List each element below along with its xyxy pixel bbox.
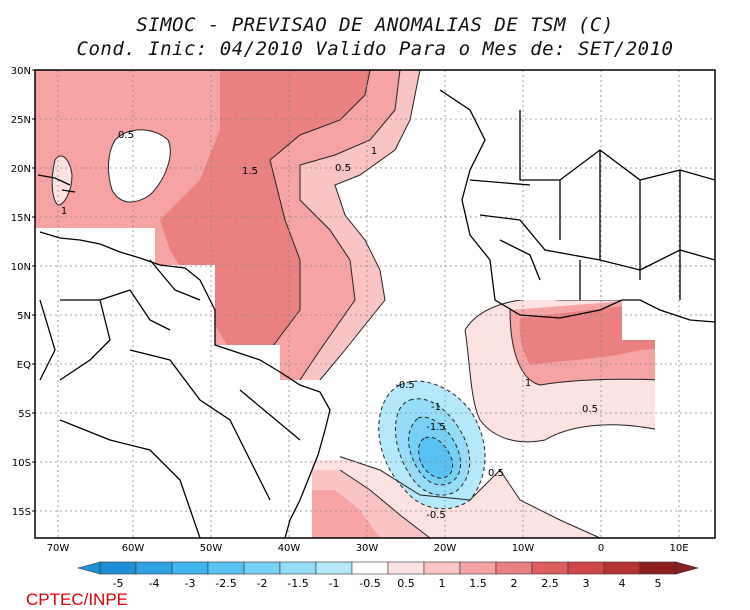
colorbar-swatch <box>99 561 137 575</box>
lat-label: 10S <box>12 458 31 469</box>
lon-label: 50W <box>200 543 223 554</box>
caribbean-islands <box>37 174 76 193</box>
cold-anomaly-2 <box>418 437 453 479</box>
warm-pocket-white <box>108 129 171 202</box>
colorbar-label: -5 <box>113 577 124 590</box>
contour-line <box>339 469 431 538</box>
lon-label: 10E <box>669 543 688 554</box>
contour-label: 1 <box>61 206 67 217</box>
colorbar-label: 4 <box>619 577 626 590</box>
colorbar-swatch <box>603 561 641 575</box>
colorbar-swatch <box>495 561 533 575</box>
contour-label: 0.5 <box>488 468 504 479</box>
contour-label: 0.5 <box>582 404 598 415</box>
map-title: SIMOC - PREVISAO DE ANOMALIAS DE TSM (C) <box>136 14 614 36</box>
south-warm-core2 <box>300 490 380 538</box>
lat-label: 15N <box>11 213 31 224</box>
africa-land <box>430 70 715 538</box>
colorbar-label: -1 <box>329 577 340 590</box>
colorbar-label: 3 <box>583 577 590 590</box>
contour-line <box>269 70 371 351</box>
lat-label: 10N <box>11 262 31 273</box>
colorbar-label: 5 <box>655 577 662 590</box>
contour-label: 0.5 <box>335 163 351 174</box>
south-america-coast <box>39 231 331 538</box>
colorbar-label: -2.5 <box>215 577 236 590</box>
colorbar-swatch <box>351 561 389 575</box>
map-frame <box>34 69 716 539</box>
contour-label: -1.5 <box>426 422 446 433</box>
colorbar-swatch <box>459 561 497 575</box>
colorbar-label: -2 <box>257 577 268 590</box>
colorbar-swatch <box>387 561 425 575</box>
footer-credit: CPTEC/INPE <box>26 590 129 609</box>
colorbar-swatch <box>171 561 209 575</box>
contour-line-negative <box>418 436 454 479</box>
colorbar-label: 1.5 <box>469 577 487 590</box>
colorbar-arrow-left <box>76 561 101 575</box>
contour-label: -1 <box>431 402 441 413</box>
contour-label: 1 <box>525 378 531 389</box>
colorbar-label: 2.5 <box>541 577 559 590</box>
contour-label: -0.5 <box>395 380 415 391</box>
lon-label: 70W <box>47 543 70 554</box>
lon-label: 10W <box>512 543 535 554</box>
lat-label: 15S <box>12 507 31 518</box>
colorbar-label: -4 <box>149 577 160 590</box>
lat-label: 5N <box>17 311 31 322</box>
lat-label: EQ <box>17 360 31 371</box>
lon-label: 0 <box>598 543 604 554</box>
colorbar-swatch <box>135 561 173 575</box>
contour-line <box>51 155 73 206</box>
colorbar-swatch <box>315 561 353 575</box>
lat-label: 20N <box>11 164 31 175</box>
contour-label: 1 <box>371 146 377 157</box>
colorbar-label: 1 <box>439 577 446 590</box>
contour-label: 1.5 <box>242 166 258 177</box>
colorbar-swatch <box>279 561 317 575</box>
south-america-borders <box>39 259 301 538</box>
lat-label: 5S <box>18 409 31 420</box>
lon-label: 30W <box>356 543 379 554</box>
contour-line <box>509 309 661 386</box>
africa-coast <box>439 89 715 323</box>
colorbar-arrow-right <box>675 561 700 575</box>
colorbar-swatch <box>207 561 245 575</box>
contour-line <box>334 454 601 538</box>
colorbar-swatch <box>567 561 605 575</box>
caribbean-anomaly <box>52 155 72 205</box>
colorbar-swatch <box>423 561 461 575</box>
contour-line <box>107 129 171 203</box>
lat-label: 30N <box>11 66 31 77</box>
colorbar-swatch <box>639 561 677 575</box>
contour-label: 0.5 <box>118 130 134 141</box>
contour-line-negative <box>378 380 486 510</box>
colorbar-label: -3 <box>185 577 196 590</box>
map-subtitle: Cond. Inic: 04/2010 Valido Para o Mes de… <box>76 38 674 60</box>
lon-label: 40W <box>278 543 301 554</box>
lat-label: 25N <box>11 115 31 126</box>
lon-label: 20W <box>434 543 457 554</box>
colorbar-label: 2 <box>511 577 518 590</box>
colorbar-label: -0.5 <box>359 577 380 590</box>
contour-line-negative <box>395 398 471 496</box>
colorbar-label: 0.5 <box>397 577 415 590</box>
africa-borders <box>469 110 715 300</box>
lon-label: 60W <box>122 543 145 554</box>
colorbar-label: -1.5 <box>287 577 308 590</box>
colorbar-swatch <box>531 561 569 575</box>
colorbar <box>76 561 700 575</box>
colorbar-swatch <box>243 561 281 575</box>
contour-label: -0.5 <box>426 510 446 521</box>
contour-line <box>299 70 401 381</box>
contour-line <box>299 70 421 401</box>
